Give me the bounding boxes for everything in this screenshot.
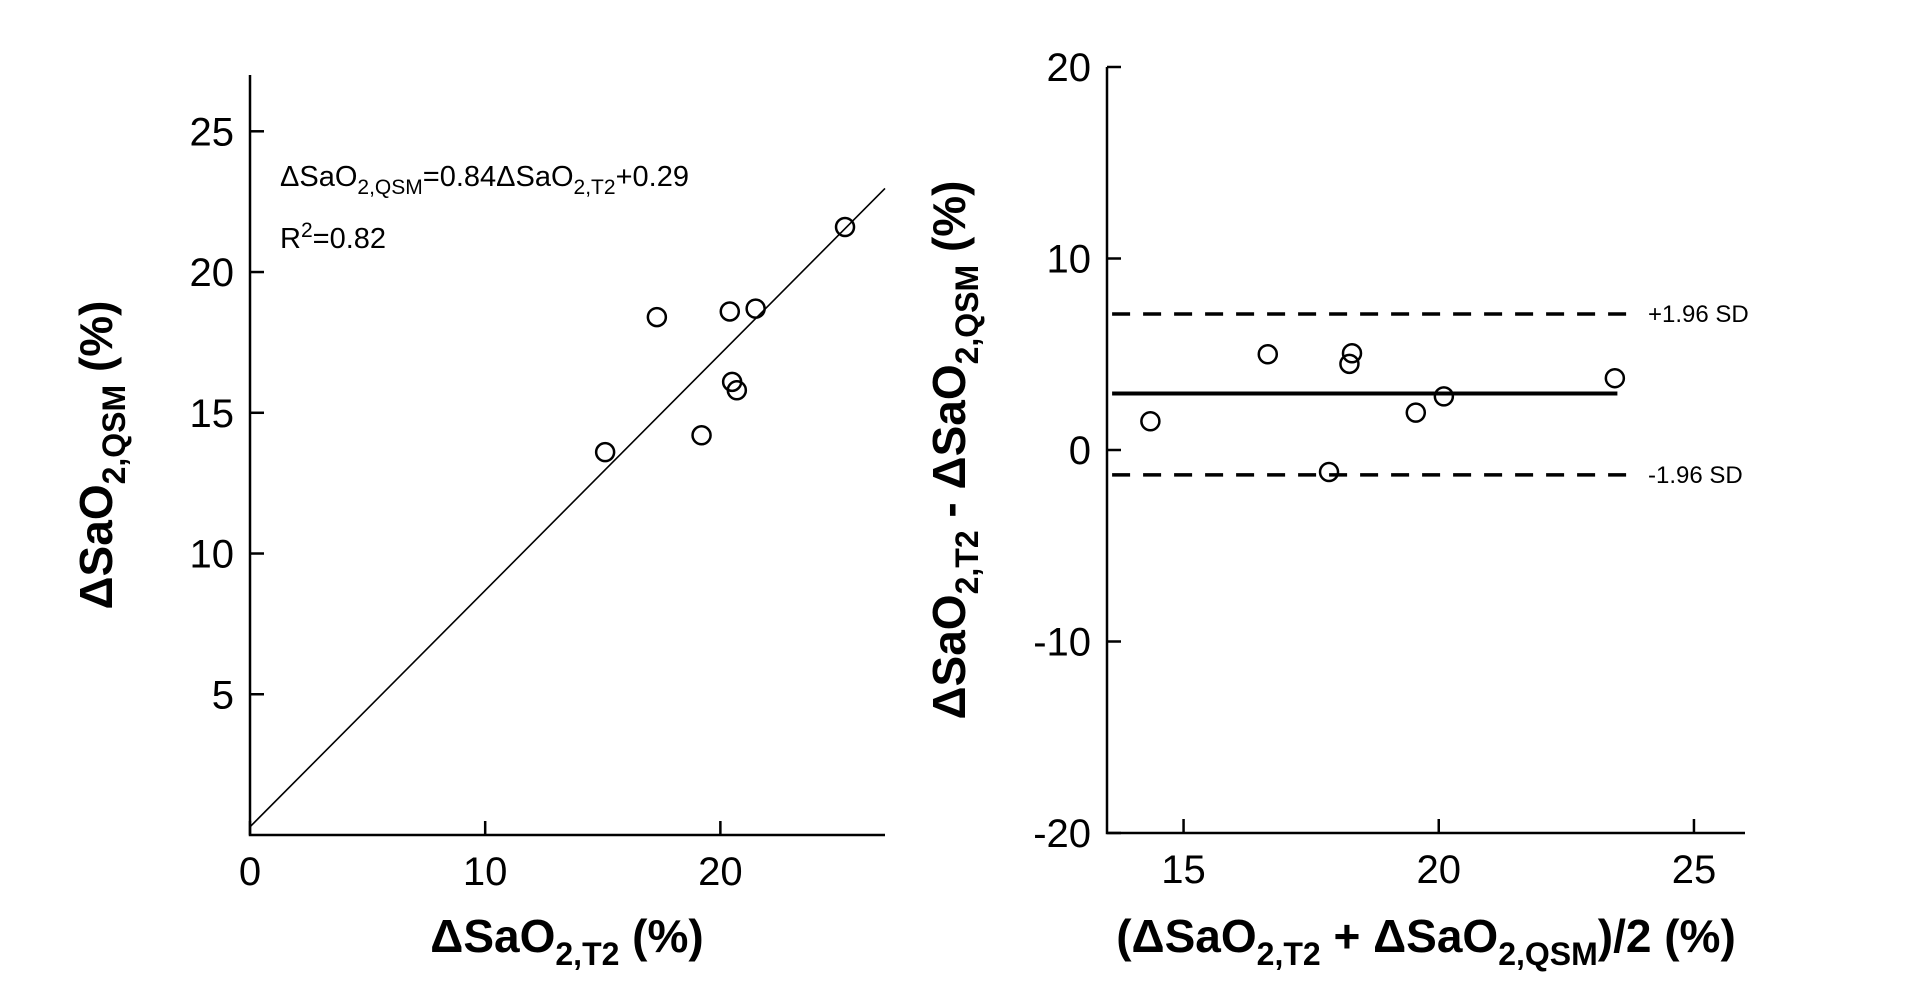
y-tick-label: 0 [1069, 429, 1091, 473]
regression-chart: 0 10 20 5 10 15 20 25 [190, 75, 886, 894]
right-y-axis-label: ΔSaO2,T2 - ΔSaO2,QSM (%) [923, 180, 985, 719]
regression-equation: ΔSaO2,QSM=0.84ΔSaO2,T2+0.29 [280, 161, 689, 199]
data-point [726, 380, 748, 401]
data-point [594, 441, 616, 463]
y-tick-label: 10 [190, 533, 235, 577]
x-tick-label: 25 [1672, 848, 1717, 892]
data-point [1433, 386, 1455, 407]
data-point [834, 216, 856, 238]
y-tick-label: 20 [190, 251, 235, 295]
data-point [1318, 461, 1340, 483]
data-point [1339, 353, 1360, 375]
y-tick-label: 5 [212, 673, 234, 717]
x-tick-label: 10 [463, 850, 508, 894]
x-tick-label: 20 [1417, 848, 1462, 892]
right-x-axis-label: (ΔSaO2,T2 + ΔSaO2,QSM)/2 (%) [1116, 910, 1736, 972]
data-point [745, 298, 766, 319]
data-point [719, 301, 741, 322]
left-y-axis-label: ΔSaO2,QSM (%) [70, 300, 132, 609]
lower-loa-label: -1.96 SD [1648, 462, 1743, 489]
data-point [691, 425, 712, 446]
data-point [646, 306, 668, 328]
upper-loa-label: +1.96 SD [1648, 301, 1749, 328]
bland-altman-chart: 15 20 25 -20 -10 0 10 20 [1033, 46, 1745, 892]
y-tick-label: 10 [1047, 238, 1092, 282]
y-tick-label: -20 [1033, 812, 1091, 856]
y-tick-label: 15 [190, 392, 235, 436]
r-squared-annotation: R2=0.82 [280, 219, 386, 255]
y-tick-label: 20 [1047, 46, 1092, 90]
x-tick-label: 20 [698, 850, 743, 894]
fit-line [249, 187, 886, 828]
data-point [1405, 402, 1427, 423]
data-point [1140, 411, 1161, 432]
y-tick-label: 25 [190, 110, 235, 154]
data-point [1604, 367, 1626, 389]
left-x-axis-label: ΔSaO2,T2 (%) [430, 910, 703, 972]
y-tick-label: -10 [1033, 621, 1091, 665]
data-point [1341, 343, 1363, 364]
data-point [1257, 344, 1279, 365]
x-tick-label: 0 [239, 850, 261, 894]
axis-spines [1105, 67, 1745, 835]
x-tick-label: 15 [1161, 848, 1206, 892]
